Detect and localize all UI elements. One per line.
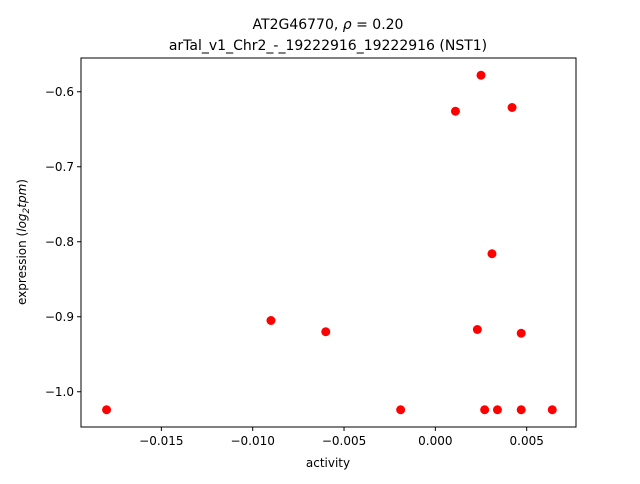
y-axis-label-tpm: tpm xyxy=(15,184,29,208)
data-point-10 xyxy=(507,103,517,112)
y-axis-label: expression (log2tpm) xyxy=(15,179,32,305)
rho-value: = 0.20 xyxy=(352,17,404,33)
data-point-5 xyxy=(472,325,482,334)
data-point-4 xyxy=(450,106,460,116)
plot-frame xyxy=(80,57,577,428)
data-point-11 xyxy=(516,328,526,338)
x-tick-label: −0.015 xyxy=(139,434,183,448)
y-axis-label-log: log xyxy=(15,213,29,232)
rho-symbol: ρ xyxy=(343,17,352,33)
data-point-13 xyxy=(547,405,557,415)
data-point-6 xyxy=(476,70,486,80)
x-axis-label: activity xyxy=(306,456,350,470)
y-tick-label: −0.6 xyxy=(45,85,74,99)
y-tick-label: −0.9 xyxy=(45,310,74,324)
data-points xyxy=(102,70,557,415)
chart-title-line-2: arTal_v1_Chr2_-_19222916_19222916 (NST1) xyxy=(169,38,487,54)
data-point-9 xyxy=(492,405,502,415)
x-tick-label: −0.005 xyxy=(322,434,366,448)
y-axis-label-subscript: 2 xyxy=(22,207,32,213)
data-point-12 xyxy=(516,405,526,415)
y-axis-label-prefix: expression ( xyxy=(15,232,29,305)
x-axis-ticks: −0.015 −0.010 −0.005 0.000 0.005 xyxy=(139,427,544,448)
y-axis-label-suffix: ) xyxy=(15,179,29,184)
data-point-1 xyxy=(266,316,276,325)
chart-title-line-1: AT2G46770, ρ = 0.20 xyxy=(253,17,404,33)
x-tick-label: 0.000 xyxy=(418,434,452,448)
x-tick-label: 0.005 xyxy=(510,434,544,448)
y-axis-ticks: −1.0 −0.9 −0.8 −0.7 −0.6 xyxy=(45,85,81,399)
y-tick-label: −0.7 xyxy=(45,160,74,174)
data-point-7 xyxy=(480,405,490,415)
data-point-3 xyxy=(396,405,406,415)
x-tick-label: −0.010 xyxy=(230,434,274,448)
y-tick-label: −0.8 xyxy=(45,235,74,249)
chart-title-prefix: AT2G46770, xyxy=(253,17,343,33)
y-tick-label: −1.0 xyxy=(45,385,74,399)
data-point-8 xyxy=(487,249,497,259)
data-point-2 xyxy=(321,327,331,337)
data-point-0 xyxy=(102,405,112,415)
